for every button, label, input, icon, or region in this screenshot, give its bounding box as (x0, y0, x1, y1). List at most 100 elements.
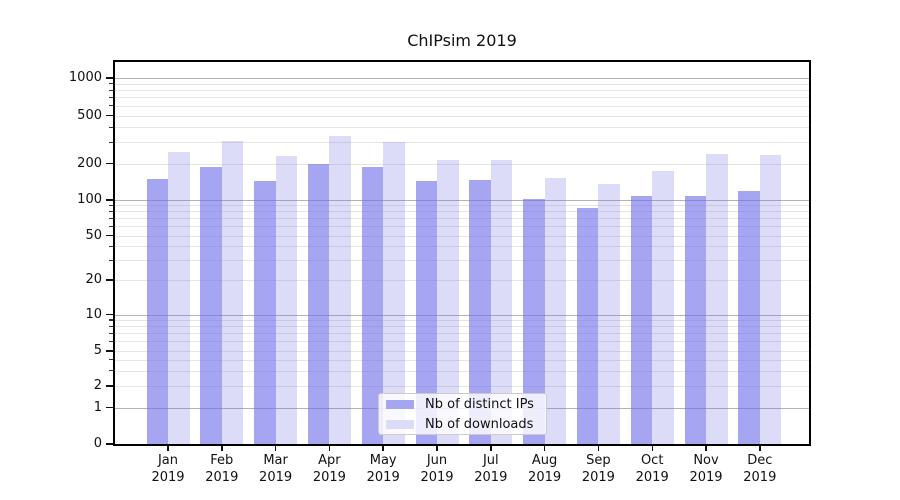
y-tick-mark-minor (109, 325, 113, 327)
y-tick-mark-minor (109, 358, 113, 361)
x-tick-label-may: May 2019 (351, 452, 415, 486)
bar-ips-oct (630, 195, 653, 444)
x-tick-label-oct: Oct 2019 (620, 452, 684, 486)
gridline-minor (115, 333, 809, 335)
y-tick-label: 50 (85, 227, 102, 243)
month-text: Feb (210, 453, 234, 468)
year-text: 2019 (474, 470, 508, 485)
y-tick-mark-minor (109, 259, 113, 261)
x-tick-mark (221, 446, 223, 451)
x-tick-label-nov: Nov 2019 (674, 452, 738, 486)
month-text: Mar (263, 453, 288, 468)
month-text: Jun (426, 453, 448, 468)
x-tick-mark (597, 446, 600, 451)
bar-ips-jul (469, 180, 491, 444)
gridline-major (115, 314, 809, 316)
legend-swatch-downloads (386, 419, 414, 429)
legend-label: Nb of distinct IPs (425, 396, 534, 412)
month-text: Jul (482, 453, 499, 468)
month-text: May (369, 453, 397, 468)
bar-downloads-dec (759, 155, 782, 444)
bar-ips-nov (684, 195, 706, 444)
bar-ips-feb (200, 166, 222, 444)
plot-area (113, 60, 811, 446)
y-tick-label: 1000 (68, 70, 102, 85)
y-tick-label: 100 (77, 192, 102, 207)
x-tick-mark (759, 446, 761, 451)
gridline-minor (115, 260, 809, 262)
y-tick-label: 0 (93, 436, 102, 451)
gridline-minor (115, 226, 809, 228)
gridline-minor (115, 163, 809, 165)
gridline-minor (115, 83, 809, 85)
y-tick-mark-minor (109, 217, 113, 219)
x-tick-mark (543, 446, 546, 451)
gridline-minor (115, 205, 809, 207)
bar-ips-may (361, 167, 384, 444)
month-text: Dec (747, 453, 773, 468)
legend-row: Nb of distinct IPs (379, 396, 546, 413)
y-tick-mark-minor (109, 204, 113, 206)
bar-downloads-oct (652, 171, 674, 444)
year-text: 2019 (312, 470, 346, 485)
bar-ips-mar (254, 181, 276, 444)
month-text: Jan (157, 453, 179, 468)
x-tick-mark (274, 446, 277, 451)
year-text: 2019 (635, 470, 669, 485)
legend-row: Nb of downloads (379, 416, 546, 433)
bar-downloads-feb (221, 141, 244, 444)
y-tick-mark-minor (109, 105, 113, 107)
y-tick-label: 1 (93, 399, 102, 415)
year-text: 2019 (259, 470, 293, 485)
gridline-minor (115, 142, 809, 144)
y-tick-mark-minor (109, 319, 113, 321)
gridline-minor (115, 115, 809, 117)
x-tick-mark (328, 446, 331, 451)
gridline-minor (115, 105, 809, 107)
gridline-minor (115, 246, 809, 248)
y-tick-label: 10 (85, 306, 102, 322)
y-tick-label: 500 (77, 107, 102, 123)
month-text: Aug (531, 453, 558, 468)
month-text: Sep (586, 453, 611, 468)
bar-downloads-mar (275, 156, 298, 444)
y-tick-mark-minor (109, 340, 113, 342)
year-text: 2019 (366, 470, 400, 485)
gridline-minor (115, 359, 809, 361)
y-tick-mark (106, 77, 113, 79)
gridline-minor (115, 97, 809, 99)
bar-ips-sep (576, 208, 599, 444)
y-tick-label: 5 (93, 343, 102, 358)
bar-downloads-jul (490, 159, 513, 444)
year-text: 2019 (420, 470, 454, 485)
month-text: Apr (318, 453, 341, 468)
gridline-minor (115, 235, 809, 237)
gridline-minor (115, 320, 809, 321)
bar-downloads-jun (437, 160, 459, 444)
legend: Nb of distinct IPs Nb of downloads (378, 393, 547, 435)
x-tick-mark (436, 446, 438, 451)
year-text: 2019 (528, 470, 562, 485)
y-tick-mark-minor (109, 83, 113, 85)
x-tick-label-apr: Apr 2019 (297, 452, 361, 486)
year-text: 2019 (743, 470, 777, 485)
year-text: 2019 (151, 470, 185, 485)
gridline-major (115, 200, 809, 201)
month-text: Nov (693, 453, 719, 468)
gridlines-layer (115, 62, 809, 444)
bar-downloads-jan (168, 151, 190, 444)
bar-downloads-nov (706, 154, 728, 444)
bar-downloads-aug (544, 178, 567, 444)
x-tick-mark (382, 446, 384, 451)
y-tick-mark (106, 114, 113, 117)
y-tick-mark-minor (109, 369, 113, 372)
gridline-minor (115, 386, 809, 387)
bar-ips-dec (738, 190, 760, 444)
year-text: 2019 (205, 470, 239, 485)
year-text: 2019 (689, 470, 723, 485)
x-tick-mark (490, 446, 492, 451)
y-tick-mark-minor (109, 245, 113, 247)
x-tick-label-jan: Jan 2019 (136, 452, 200, 486)
y-tick-mark (106, 313, 113, 316)
